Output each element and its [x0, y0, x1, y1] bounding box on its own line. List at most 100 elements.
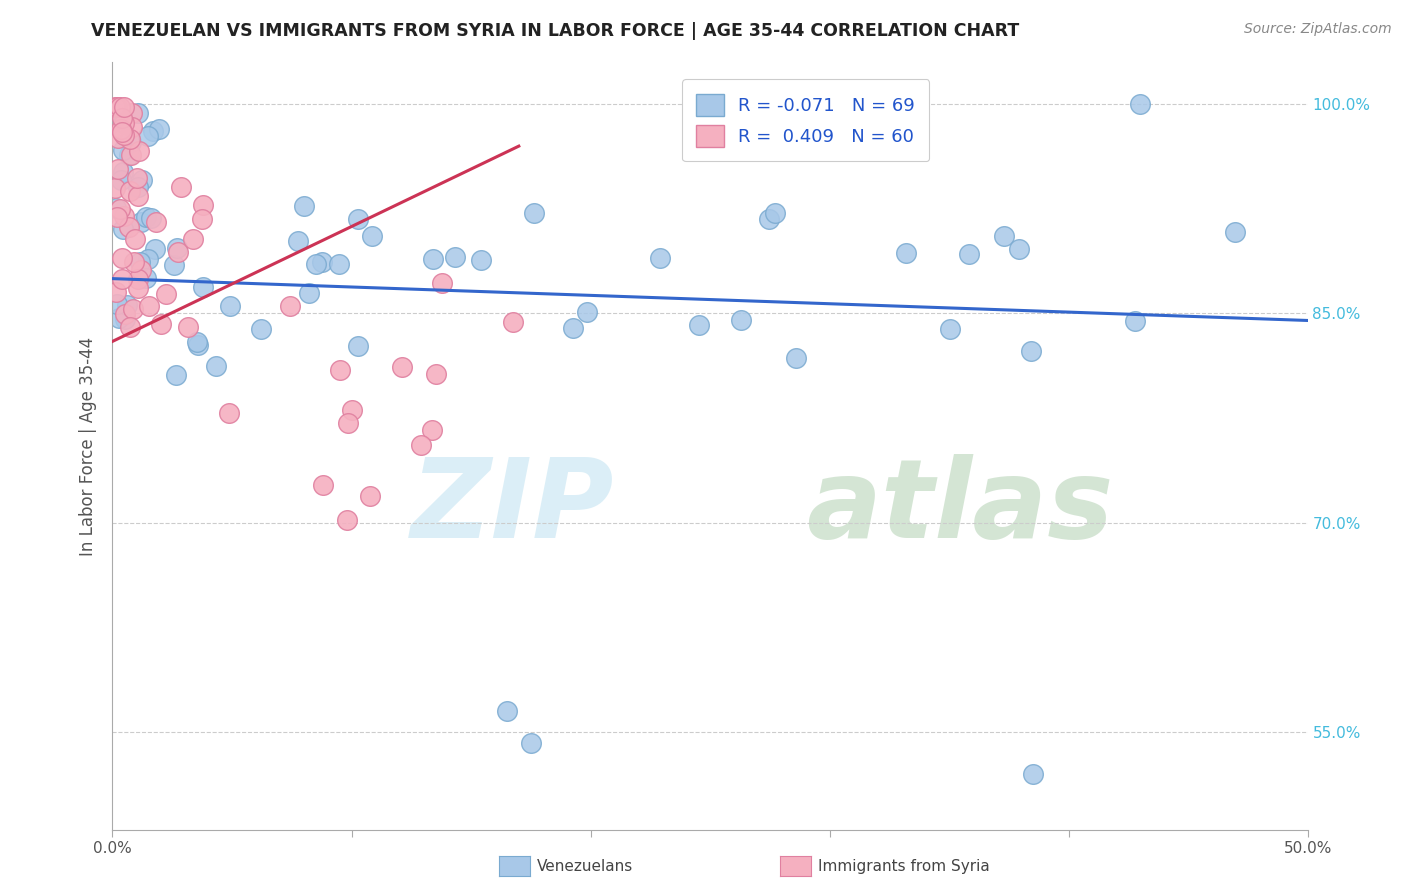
Point [118, 184, 141, 198]
Point [110, 122, 132, 136]
Point [170, 180, 193, 194]
Point [129, 263, 152, 277]
Point [292, 199, 315, 213]
Point [111, 252, 134, 266]
Point [124, 232, 146, 246]
Point [218, 406, 240, 420]
Point [329, 363, 352, 377]
Point [121, 106, 143, 120]
Point [993, 229, 1015, 244]
Point [650, 251, 672, 265]
Point [163, 258, 186, 272]
Point [122, 255, 145, 269]
Point [250, 322, 273, 336]
Point [105, 201, 128, 215]
Point [347, 212, 370, 227]
Point [328, 257, 350, 271]
Text: VENEZUELAN VS IMMIGRANTS FROM SYRIA IN LABOR FORCE | AGE 35-44 CORRELATION CHART: VENEZUELAN VS IMMIGRANTS FROM SYRIA IN L… [91, 22, 1019, 40]
Point [135, 271, 157, 285]
Text: ZIP: ZIP [411, 454, 614, 561]
Point [127, 105, 149, 120]
Point [107, 131, 129, 145]
Point [409, 438, 432, 452]
Point [127, 272, 149, 286]
Point [523, 206, 546, 220]
Point [218, 299, 240, 313]
Point [149, 318, 172, 332]
Point [122, 301, 145, 316]
Point [187, 338, 209, 352]
Point [1123, 314, 1146, 328]
Point [111, 165, 134, 179]
Point [425, 367, 447, 381]
Point [127, 280, 149, 294]
Point [166, 240, 188, 254]
Point [145, 215, 167, 229]
Point [311, 254, 333, 268]
Point [1225, 225, 1247, 239]
Point [108, 100, 131, 114]
Legend: R = -0.071   N = 69, R =  0.409   N = 60: R = -0.071 N = 69, R = 0.409 N = 60 [682, 79, 929, 161]
Point [105, 296, 128, 310]
Point [894, 246, 917, 260]
Point [1021, 343, 1043, 358]
Point [181, 232, 204, 246]
Point [120, 136, 142, 150]
Point [502, 315, 524, 329]
Point [136, 252, 159, 267]
Point [118, 148, 141, 162]
Point [191, 198, 214, 212]
Point [758, 211, 780, 226]
Point [111, 125, 134, 139]
Point [111, 272, 134, 286]
Point [562, 320, 585, 334]
Point [298, 286, 321, 301]
Point [112, 116, 135, 130]
Point [191, 211, 214, 226]
Point [576, 305, 599, 319]
Point [730, 313, 752, 327]
Point [145, 242, 167, 256]
Point [136, 129, 159, 144]
Point [127, 171, 149, 186]
Point [165, 368, 187, 382]
Point [939, 321, 962, 335]
Point [496, 704, 519, 718]
Point [763, 206, 786, 220]
Point [280, 299, 302, 313]
Point [131, 173, 153, 187]
Point [520, 736, 543, 750]
Point [287, 234, 309, 248]
Point [112, 115, 135, 129]
Point [422, 252, 444, 266]
Point [1022, 766, 1045, 780]
Point [148, 122, 170, 136]
Point [957, 247, 980, 261]
Y-axis label: In Labor Force | Age 35-44: In Labor Force | Age 35-44 [79, 336, 97, 556]
Text: atlas: atlas [806, 454, 1114, 561]
Point [114, 312, 136, 326]
Point [139, 211, 162, 225]
Point [688, 318, 710, 333]
Point [108, 202, 131, 217]
Point [104, 180, 127, 194]
Point [114, 100, 135, 114]
Point [391, 359, 413, 374]
Text: Venezuelans: Venezuelans [537, 859, 633, 873]
Point [470, 253, 492, 268]
Point [128, 144, 150, 158]
Point [104, 100, 127, 114]
Point [186, 334, 208, 349]
Point [105, 210, 128, 224]
Text: Source: ZipAtlas.com: Source: ZipAtlas.com [1244, 22, 1392, 37]
Point [420, 423, 443, 437]
Point [121, 120, 143, 134]
Point [112, 222, 135, 236]
Point [312, 478, 335, 492]
Point [340, 403, 363, 417]
Point [1129, 97, 1152, 112]
Point [114, 307, 136, 321]
Point [112, 144, 135, 158]
Point [204, 359, 226, 374]
Point [117, 298, 139, 312]
